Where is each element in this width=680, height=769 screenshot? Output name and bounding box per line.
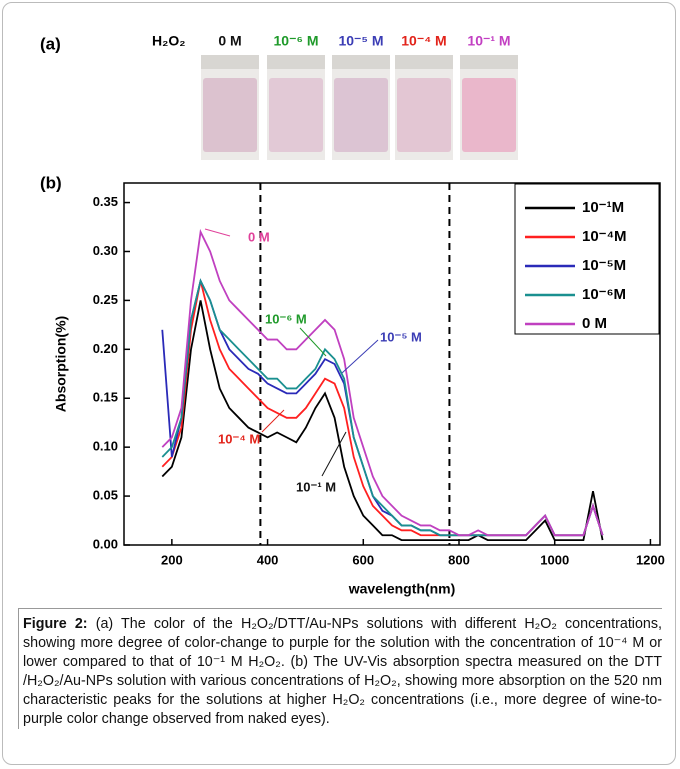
legend-label: 10⁻⁶M [582, 286, 626, 303]
y-tick-label: 0.35 [93, 194, 118, 209]
annotation: 10⁻¹ M [296, 479, 336, 494]
x-tick-label: 1000 [540, 552, 569, 567]
vial-rim [332, 55, 390, 69]
sample-label: 10⁻¹ M [467, 33, 510, 49]
x-tick-label: 800 [448, 552, 470, 567]
vial-rim [267, 55, 325, 69]
reagent-label: H₂O₂ [152, 33, 185, 49]
vial-rim [460, 55, 518, 69]
y-tick-label: 0.20 [93, 341, 118, 356]
legend-label: 0 M [582, 315, 607, 332]
y-tick-label: 0.15 [93, 390, 118, 405]
vial-rim [201, 55, 259, 69]
legend-label: 10⁻¹M [582, 199, 624, 216]
vial-liquid [269, 78, 323, 152]
vial-rim [395, 55, 453, 69]
caption-text: (a) The color of the H₂O₂/DTT/Au-NPs sol… [23, 616, 662, 727]
annotation: 10⁻⁴ M [218, 431, 260, 446]
y-tick-label: 0.05 [93, 488, 118, 503]
annotation-arrow [261, 409, 285, 433]
x-tick-label: 400 [257, 552, 279, 567]
y-tick-label: 0.00 [93, 536, 118, 551]
vial-liquid [462, 78, 516, 152]
caption: Figure 2: (a) The color of the H₂O₂/DTT/… [18, 608, 662, 729]
sample-label: 10⁻⁵ M [338, 33, 383, 49]
vial-liquid [397, 78, 451, 152]
plot-frame [123, 182, 661, 546]
sample-label: 10⁻⁴ M [401, 33, 446, 49]
series-line [161, 228, 604, 537]
legend-label: 10⁻⁵M [582, 257, 626, 274]
x-tick-label: 1200 [636, 552, 665, 567]
figure: (a) H₂O₂ (b) 0 M 10⁻⁶ M 10⁻⁵ M 10⁻⁴ M 10⁻¹ M… [40, 33, 665, 597]
annotation-arrow [204, 228, 231, 237]
vial-liquid [334, 78, 388, 152]
y-tick-label: 0.30 [93, 243, 118, 258]
legend-label: 10⁻⁴M [582, 228, 627, 245]
annotation: 10⁻⁶ M [265, 311, 307, 326]
y-axis-title: Absorption(%) [53, 316, 69, 412]
annotation-arrow [341, 339, 379, 374]
vial-liquid [203, 78, 257, 152]
x-axis-title: wavelength(nm) [348, 581, 456, 597]
y-tick-label: 0.10 [93, 439, 118, 454]
y-tick-label: 0.25 [93, 292, 118, 307]
annotation-arrow [299, 327, 327, 357]
annotation-arrow [321, 431, 347, 477]
panel-label: (a) [40, 34, 61, 53]
x-tick-label: 600 [352, 552, 374, 567]
panel-label: (b) [40, 173, 62, 192]
annotation: 10⁻⁵ M [380, 329, 422, 344]
series-line [161, 300, 604, 542]
caption-label: Figure 2: [23, 616, 88, 632]
annotation: 0 M [248, 229, 270, 244]
sample-label: 10⁻⁶ M [274, 33, 319, 49]
sample-label: 0 M [218, 33, 241, 49]
x-tick-label: 200 [161, 552, 183, 567]
